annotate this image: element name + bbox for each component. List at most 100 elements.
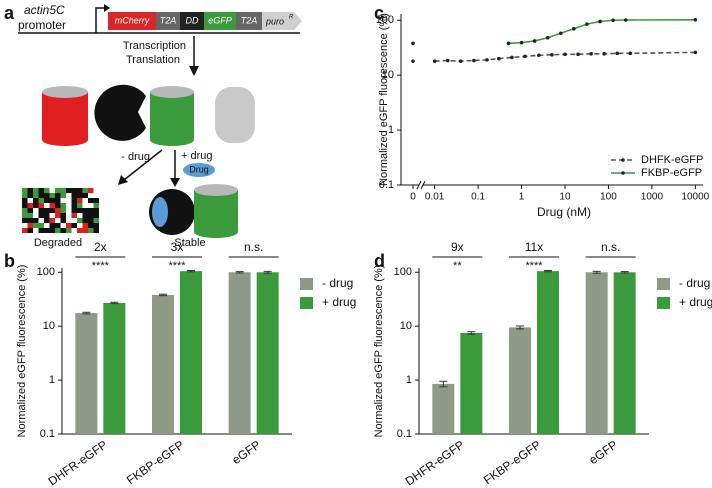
data-point — [519, 40, 524, 45]
data-point — [572, 26, 576, 31]
step-label: Translation — [126, 54, 180, 66]
fragment-pixel — [55, 188, 61, 193]
arrow-head — [189, 66, 199, 76]
legend-label: + drug — [679, 295, 712, 309]
data-point — [432, 59, 437, 63]
fragment-pixel — [71, 213, 77, 218]
arrow-head — [170, 178, 180, 187]
bar — [152, 294, 174, 434]
x-tick-label: DHFR-eGFP — [403, 438, 467, 488]
fragment-pixel — [60, 203, 66, 208]
legend-marker — [621, 158, 625, 162]
bar — [75, 313, 98, 434]
bar — [509, 327, 531, 434]
fragment-pixel — [60, 228, 66, 233]
fragment-pixel — [33, 223, 39, 228]
cylinder-bottom — [194, 226, 238, 238]
fragment-pixel — [22, 218, 28, 223]
x-tick-label: 10 — [559, 192, 571, 203]
significance-label: **** — [168, 260, 186, 272]
fragment-pixel — [55, 208, 61, 213]
data-point — [411, 59, 415, 63]
fragment-pixel — [55, 223, 61, 228]
data-point — [497, 56, 501, 61]
data-point — [693, 17, 698, 22]
panel-label: b — [4, 251, 15, 271]
fragment-pixel — [55, 213, 61, 218]
legend-label: - drug — [679, 276, 710, 290]
cylinder-top — [150, 86, 194, 98]
y-axis-label: Normalized eGFP fluorescence (%) — [16, 265, 28, 438]
fragment-pixel — [88, 228, 94, 233]
fragment-pixel — [77, 203, 83, 208]
drug-label: Drug — [189, 164, 209, 174]
significance-label: **** — [525, 260, 543, 272]
cylinder-top — [194, 184, 238, 196]
axis-break — [416, 180, 422, 190]
fragment-pixel — [38, 203, 44, 208]
fragment-pixel — [38, 223, 44, 228]
state-label: Degraded — [34, 237, 82, 249]
cylinder-bottom — [42, 134, 88, 146]
data-point — [411, 41, 415, 46]
fragment-pixel — [22, 228, 28, 233]
data-point — [563, 52, 567, 57]
fragment-pixel — [27, 208, 33, 213]
fragment-pixel — [27, 188, 33, 193]
fragment-pixel — [77, 193, 83, 198]
x-tick-label: 100 — [600, 192, 617, 203]
fragment-pixel — [49, 208, 55, 213]
fold-change-label: 9x — [451, 240, 464, 254]
legend-swatch — [657, 297, 670, 309]
fragment-pixel — [27, 218, 33, 223]
fold-change-label: 11x — [525, 240, 543, 254]
x-axis-label: Drug (nM) — [537, 205, 591, 219]
bar — [256, 272, 279, 434]
diagram: actin5C promoter mCherry T2A DD eGFP T2A… — [18, 3, 302, 249]
fragment-pixel — [82, 223, 88, 228]
x-tick-label: 0 — [410, 192, 416, 203]
legend-label: - drug — [322, 276, 353, 290]
data-point — [537, 53, 541, 58]
arrow-head — [104, 4, 110, 12]
fragment-pixel — [60, 213, 66, 218]
cylinder-bottom — [150, 134, 194, 146]
fragment-pixel — [49, 223, 55, 228]
t2a-box — [156, 12, 180, 30]
puro-box — [262, 12, 302, 30]
fragment-pixel — [22, 188, 28, 193]
y-tick-label: 0.1 — [397, 428, 412, 440]
fragment-pixel — [38, 228, 44, 233]
fragment-pixel — [38, 213, 44, 218]
cylinder-top — [42, 86, 88, 98]
box-label: puro — [265, 16, 284, 26]
fragment-pixel — [27, 228, 33, 233]
fragment-pixel — [66, 223, 72, 228]
fragment-pixel — [82, 213, 88, 218]
fragment-pixel — [88, 223, 94, 228]
fragment-pixel — [49, 198, 55, 203]
fragment-pixel — [77, 198, 83, 203]
data-point — [602, 52, 607, 56]
dd-domain — [94, 84, 146, 141]
fragment-pixel — [71, 208, 77, 213]
fragment-pixel — [82, 188, 88, 193]
bar — [460, 332, 483, 434]
fragment-pixel — [38, 198, 44, 203]
fragment-pixel — [77, 188, 83, 193]
fragment-pixel — [88, 208, 94, 213]
data-point — [585, 22, 589, 26]
arrow-head — [118, 175, 128, 185]
y-tick-label: 10 — [43, 320, 55, 332]
state-label: Stable — [174, 237, 205, 249]
fragment-pixel — [60, 208, 66, 213]
fragment-pixel — [77, 208, 83, 213]
fragment-pixel — [38, 208, 44, 213]
fragment-pixel — [33, 203, 39, 208]
fragment-pixel — [38, 188, 44, 193]
fragment-pixel — [66, 228, 72, 233]
legend-swatch — [657, 278, 670, 290]
data-point — [623, 18, 628, 22]
panel-label: d — [374, 251, 385, 271]
fragment-pixel — [88, 218, 94, 223]
